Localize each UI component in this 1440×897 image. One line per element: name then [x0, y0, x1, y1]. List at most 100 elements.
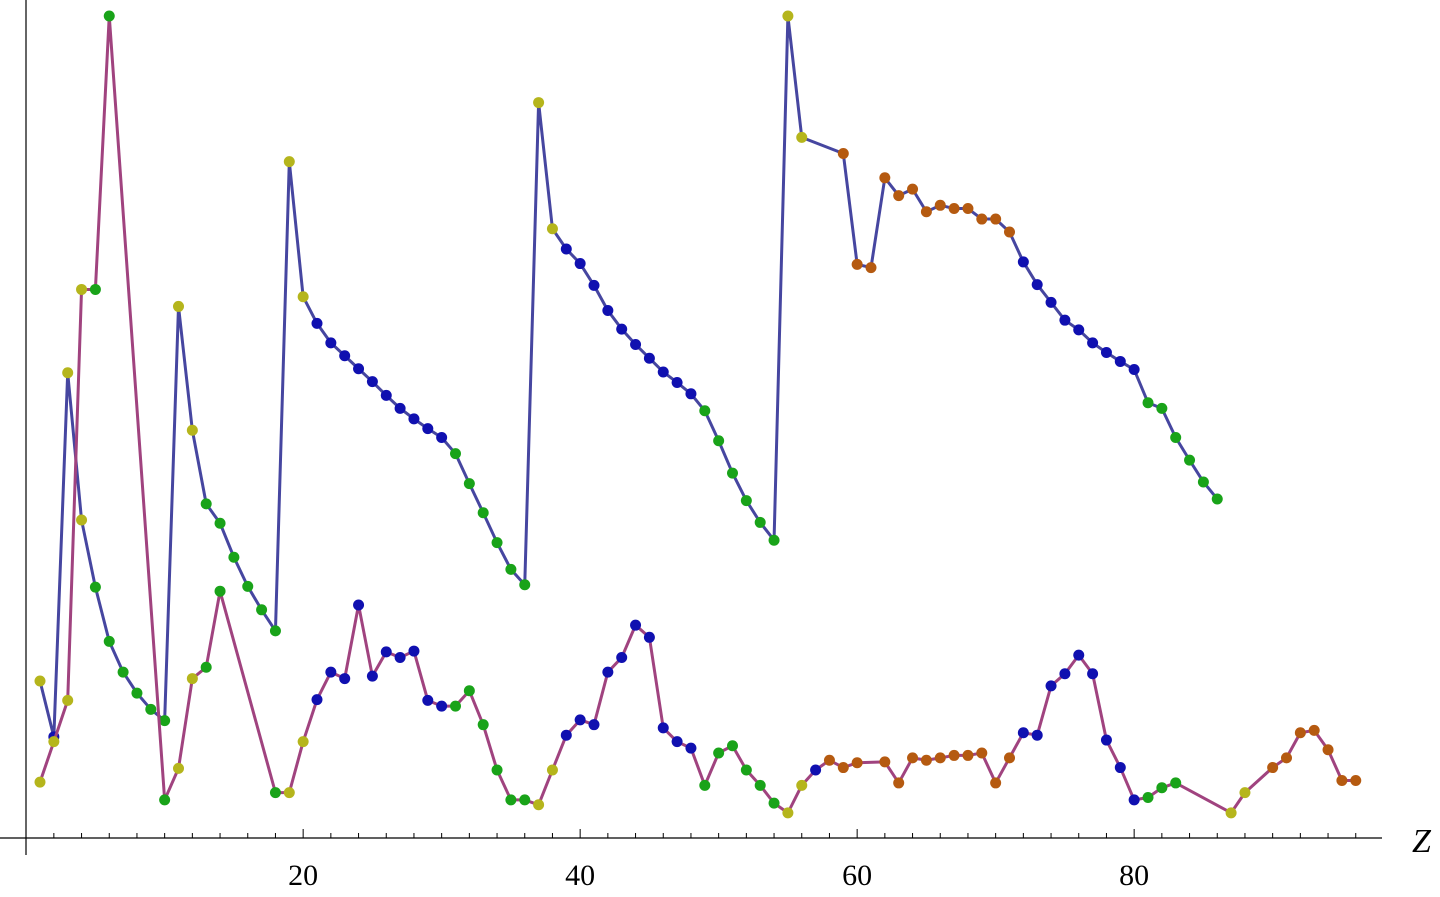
data-point	[477, 719, 489, 731]
data-point	[588, 279, 600, 291]
data-point	[740, 764, 752, 776]
data-point	[1197, 476, 1209, 488]
series-line	[38, 14, 1356, 815]
data-point	[380, 646, 392, 658]
data-point	[242, 580, 254, 592]
series-layer	[34, 10, 1362, 819]
data-point	[76, 514, 88, 526]
data-point	[1308, 724, 1320, 736]
data-point	[76, 283, 88, 295]
data-point	[754, 779, 766, 791]
data-point	[990, 777, 1002, 789]
data-point	[34, 675, 46, 687]
data-point	[505, 563, 517, 575]
data-point	[1004, 226, 1015, 238]
data-point	[145, 703, 157, 715]
data-point	[519, 579, 531, 591]
data-point	[810, 764, 822, 776]
data-point	[34, 776, 46, 788]
data-point	[851, 757, 863, 769]
data-point	[463, 685, 475, 697]
data-point	[976, 747, 988, 759]
data-point	[1114, 762, 1126, 774]
data-point	[131, 687, 143, 699]
data-point	[1239, 787, 1251, 799]
data-point	[948, 749, 960, 761]
data-point	[1073, 649, 1085, 661]
data-point	[1142, 791, 1154, 803]
data-point	[519, 794, 531, 806]
data-point	[533, 799, 545, 811]
data-point	[103, 10, 115, 22]
data-point	[1045, 296, 1057, 308]
data-point	[214, 585, 226, 597]
data-point	[366, 670, 378, 682]
data-point	[1059, 668, 1071, 680]
data-point	[1350, 775, 1362, 787]
data-point	[616, 652, 628, 664]
data-point	[477, 507, 489, 519]
data-point	[103, 635, 115, 647]
data-point	[907, 752, 919, 764]
data-point	[1281, 752, 1292, 764]
data-point	[269, 625, 281, 637]
data-point	[505, 794, 517, 806]
data-point	[1114, 355, 1126, 367]
data-point	[256, 604, 268, 616]
data-point	[948, 203, 960, 215]
data-point	[879, 756, 891, 768]
data-point	[1073, 324, 1085, 336]
data-point	[907, 183, 919, 195]
data-point	[1170, 431, 1182, 443]
data-point	[1031, 729, 1043, 741]
data-point	[159, 794, 171, 806]
data-point	[602, 304, 614, 316]
data-point	[1059, 314, 1071, 326]
data-point	[269, 787, 281, 799]
data-point	[408, 645, 420, 657]
data-point	[588, 719, 600, 731]
data-point	[713, 747, 725, 759]
data-point	[297, 736, 309, 748]
data-point	[1184, 454, 1196, 466]
data-point	[754, 516, 766, 528]
data-point	[560, 243, 572, 255]
data-point	[727, 740, 738, 752]
data-point	[353, 363, 365, 375]
data-point	[851, 258, 863, 270]
data-point	[1100, 734, 1112, 746]
data-point	[491, 764, 503, 776]
data-point	[173, 300, 184, 312]
data-point	[713, 435, 725, 447]
data-point	[325, 337, 337, 349]
data-point	[1336, 775, 1348, 787]
data-point	[311, 694, 323, 706]
data-point	[602, 666, 614, 678]
data-point	[1087, 337, 1099, 349]
data-point	[768, 534, 780, 546]
data-point	[616, 323, 628, 335]
data-point	[920, 206, 932, 218]
data-point	[685, 742, 697, 754]
data-point	[297, 291, 309, 303]
data-point	[560, 729, 572, 741]
data-point	[837, 148, 849, 160]
data-point	[657, 722, 669, 734]
data-point	[214, 517, 226, 529]
data-point	[436, 700, 448, 712]
data-point	[574, 258, 586, 270]
data-point	[173, 762, 184, 774]
data-point	[353, 599, 365, 611]
data-point	[740, 495, 752, 507]
data-point	[1225, 807, 1237, 819]
data-point	[89, 581, 101, 593]
data-point	[394, 402, 406, 414]
data-point	[768, 797, 780, 809]
data-point	[879, 172, 891, 184]
data-point	[1156, 782, 1168, 794]
data-point	[200, 498, 212, 510]
data-point	[1142, 397, 1154, 409]
data-point	[186, 673, 198, 685]
data-point	[1128, 794, 1140, 806]
